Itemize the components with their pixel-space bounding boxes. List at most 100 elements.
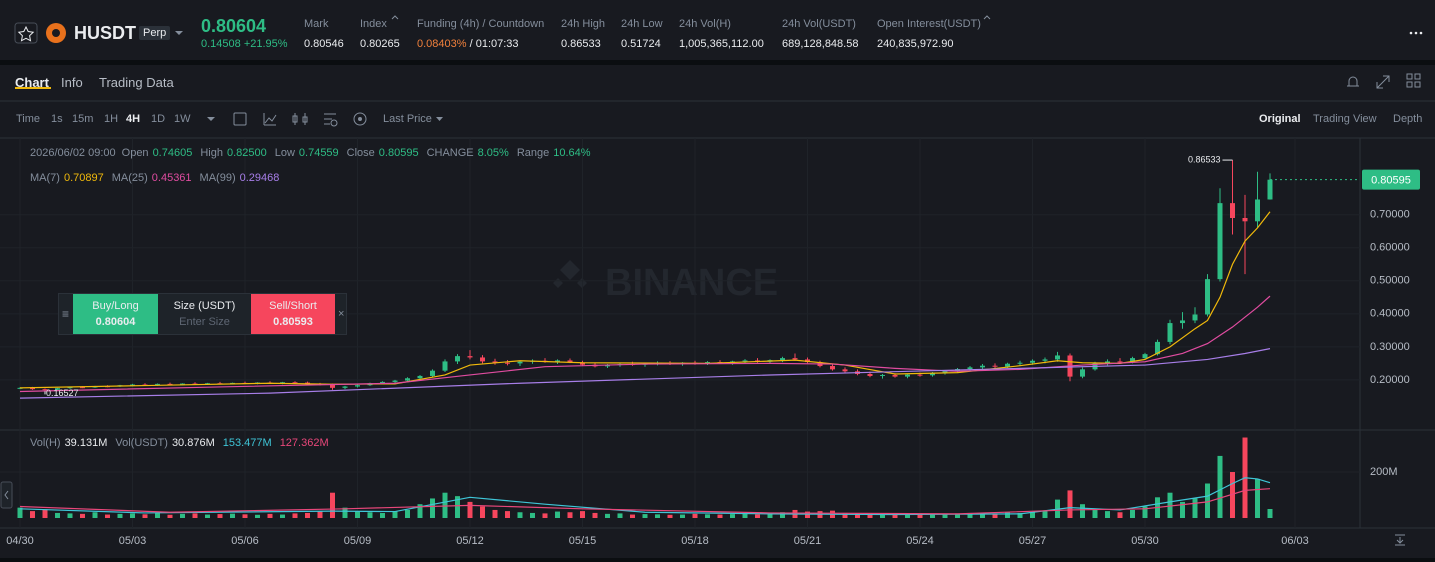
volume-bar <box>655 514 660 518</box>
candle-body <box>380 381 385 384</box>
settings-icon[interactable] <box>324 113 336 125</box>
volume-bar <box>205 514 210 518</box>
volume-bar <box>1092 508 1098 518</box>
candle-body <box>1130 358 1135 363</box>
fullscreen-icon[interactable] <box>1376 75 1390 89</box>
tab[interactable]: Trading Data <box>99 75 174 90</box>
reset-icon[interactable] <box>1395 534 1405 546</box>
alert-icon[interactable] <box>1347 76 1359 87</box>
interval-active[interactable]: 4H <box>126 113 141 125</box>
volume-bar <box>492 509 498 518</box>
candle-body <box>492 361 498 363</box>
tab[interactable]: Chart <box>15 75 49 90</box>
volume-bar <box>342 507 348 518</box>
last-price: 0.80604 <box>201 16 267 36</box>
volume-value: 39.131M <box>64 437 108 449</box>
volume-bar <box>1205 483 1210 518</box>
candle-body <box>405 378 410 381</box>
interval[interactable]: Time <box>16 113 41 125</box>
legend-value: 8.05% <box>477 147 509 159</box>
volume-bar <box>1080 504 1085 518</box>
volume-bar <box>142 514 148 518</box>
x-tick-label: 05/06 <box>231 535 259 547</box>
volume-bar <box>542 513 548 518</box>
candle-body <box>892 374 898 377</box>
interval[interactable]: 1H <box>104 113 119 125</box>
view[interactable]: Trading View <box>1313 113 1377 125</box>
volume-bar <box>717 514 723 518</box>
stat-label: 24h High <box>561 18 606 30</box>
close-panel[interactable]: × <box>338 308 345 320</box>
volume-bar <box>1042 511 1048 518</box>
x-tick-label: 05/21 <box>794 535 822 547</box>
depth-icon-dot <box>358 117 362 121</box>
tab[interactable]: Info <box>61 75 83 90</box>
candle-body <box>417 375 423 379</box>
interval[interactable]: 15m <box>72 113 94 125</box>
candle-body <box>280 382 285 384</box>
volume-bar <box>92 512 98 518</box>
legend-label: High <box>200 147 223 159</box>
stat-label: Funding (4h) / Countdown <box>417 18 545 30</box>
interval[interactable]: 1s <box>51 113 63 125</box>
volume-ma-value: 153.477M <box>222 437 272 449</box>
drag-handle[interactable]: ≡ <box>62 307 70 321</box>
buy-button[interactable]: Buy/Long 0.80604 <box>73 294 158 334</box>
ma-line <box>19 348 1271 399</box>
view[interactable]: Depth <box>1393 113 1423 125</box>
candle-body <box>1080 369 1085 377</box>
candle-type-icon[interactable] <box>292 113 308 125</box>
volume-bar <box>130 513 135 518</box>
volume-bar <box>667 514 673 518</box>
more-dot[interactable] <box>1409 31 1413 35</box>
size-input[interactable]: Size (USDT) Enter Size <box>158 294 251 334</box>
volume-name: Vol(H) <box>30 437 61 449</box>
volume-bar <box>255 514 260 518</box>
volume-bar <box>892 514 898 518</box>
candle-body <box>905 374 910 377</box>
layout-icon[interactable] <box>1406 73 1421 88</box>
volume-bar <box>1217 455 1223 518</box>
watermark-logo <box>553 260 587 296</box>
ma-value: 0.45361 <box>151 172 192 184</box>
candle-body <box>967 367 973 370</box>
volume-bar <box>405 509 410 518</box>
volume-bar <box>680 514 685 518</box>
volume-bar <box>1130 509 1135 518</box>
stat-value: 0.80546 <box>304 37 344 51</box>
volume-bar <box>805 511 810 518</box>
x-tick-label: 05/12 <box>456 535 484 547</box>
interval[interactable]: 1W <box>174 113 191 125</box>
candle-body <box>1242 218 1248 222</box>
candle-body <box>830 366 835 370</box>
y-tick-label: 0.70000 <box>1370 209 1410 221</box>
x-tick-label: 05/09 <box>344 535 372 547</box>
price-type-dropdown[interactable] <box>436 117 443 121</box>
candle-body <box>1255 199 1260 222</box>
price-type[interactable]: Last Price <box>383 113 432 125</box>
volume-bar <box>880 514 885 518</box>
symbol-dropdown[interactable] <box>175 31 183 35</box>
candle-body <box>55 388 60 390</box>
favorite-button[interactable] <box>14 22 38 44</box>
indicator-icon[interactable] <box>263 113 277 126</box>
depth-icon[interactable] <box>353 112 367 126</box>
legend-label: Open <box>121 147 149 159</box>
volume-bar <box>180 513 185 518</box>
volume-bar <box>642 514 648 518</box>
calendar-icon[interactable] <box>233 112 247 126</box>
coin-logo-inner <box>52 29 60 37</box>
interval-dropdown[interactable] <box>207 117 215 121</box>
interval[interactable]: 1D <box>151 113 166 125</box>
stat-number: 0.80265 <box>360 38 400 50</box>
stat-value: 689,128,848.58 <box>782 37 858 51</box>
volume-bar <box>767 513 773 518</box>
candle-body <box>1192 314 1198 321</box>
change-abs: 0.14508 <box>201 38 241 50</box>
scroll-handle[interactable] <box>0 481 13 509</box>
candle-body <box>505 362 510 364</box>
volume-bar <box>55 512 60 518</box>
view-active[interactable]: Original <box>1259 113 1301 125</box>
sell-button[interactable]: Sell/Short 0.80593 <box>251 294 335 334</box>
